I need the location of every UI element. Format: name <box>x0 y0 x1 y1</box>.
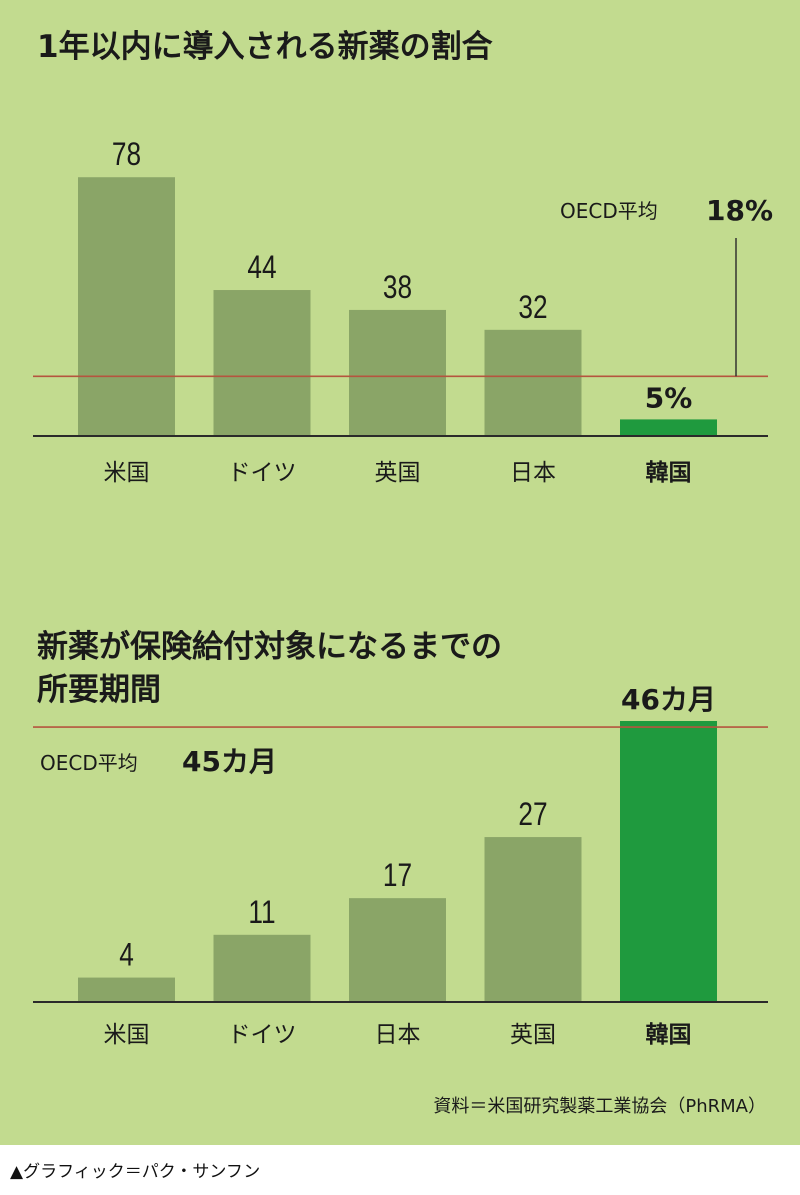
chart2-value-label: 27 <box>518 798 547 833</box>
chart1-bar <box>484 329 582 436</box>
chart2-category-label: ドイツ <box>228 1022 297 1048</box>
chart1-value-label: 38 <box>383 271 412 306</box>
chart1-category-label: 韓国 <box>646 459 692 486</box>
chart2-bar <box>620 721 717 1002</box>
chart2-value-label: 17 <box>383 859 412 894</box>
chart1-value-label: 32 <box>518 290 547 325</box>
chart1-oecd-value: 18% <box>706 194 773 227</box>
chart2-value-label: 4 <box>119 938 134 973</box>
chart2-oecd-value: 45カ月 <box>182 745 277 778</box>
chart1-category-label: 日本 <box>510 460 556 486</box>
chart2-value-label: 11 <box>248 895 275 930</box>
chart1-category-label: 米国 <box>104 460 150 486</box>
chart1-title: 1年以内に導入される新薬の割合 <box>37 29 493 65</box>
chart2-category-label: 日本 <box>375 1022 421 1048</box>
chart2-oecd-label: OECD平均 <box>40 751 138 775</box>
chart1-category-label: 英国 <box>375 460 421 486</box>
chart1-value-label: 5% <box>645 381 693 414</box>
chart2-title: 新薬が保険給付対象になるまでの <box>37 629 502 665</box>
chart1-value-label: 44 <box>247 251 276 286</box>
chart2-bar <box>78 977 175 1002</box>
chart2-category-label: 韓国 <box>646 1021 692 1048</box>
graphic-credit: ▲グラフィック＝パク・サンフン <box>10 1162 261 1182</box>
source-note: 資料＝米国研究製薬工業協会（PhRMA） <box>433 1096 766 1117</box>
figure: 1年以内に導入される新薬の割合 78 米国 44 ドイツ 38 英国 32 日本 5% 韓国 OECD… <box>33 29 773 1117</box>
chart1-bar <box>213 290 311 436</box>
chart1-oecd-label: OECD平均 <box>560 199 658 223</box>
chart1-bar <box>78 177 175 437</box>
chart1-bar <box>620 419 717 436</box>
chart-panel: 1年以内に導入される新薬の割合 78 米国 44 ドイツ 38 英国 32 日本 5% 韓国 OECD… <box>0 0 800 1145</box>
chart2-title: 所要期間 <box>37 672 161 708</box>
chart1-value-label: 78 <box>112 138 141 173</box>
chart2-bar <box>213 934 311 1002</box>
chart1-category-label: ドイツ <box>228 460 297 486</box>
chart2-category-label: 米国 <box>104 1022 150 1048</box>
chart2-bar <box>349 898 446 1002</box>
chart1-bar <box>349 309 446 436</box>
chart2-value-label: 46カ月 <box>621 683 716 716</box>
chart2-bar <box>484 837 582 1002</box>
chart2-category-label: 英国 <box>510 1022 556 1048</box>
